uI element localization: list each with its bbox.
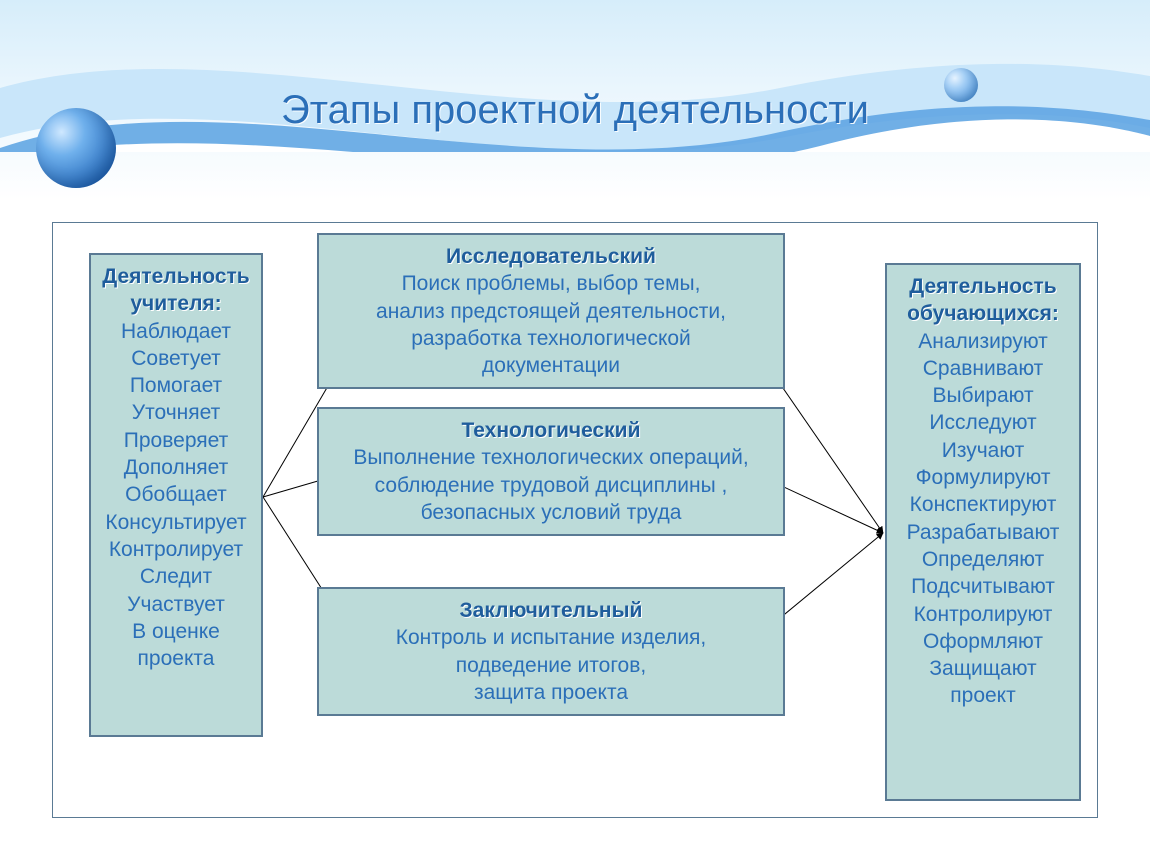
page-title: Этапы проектной деятельности (0, 88, 1150, 133)
box-left-body: Наблюдает Советует Помогает Уточняет Про… (97, 318, 255, 673)
diagram-frame: Деятельность учителя:Наблюдает Советует … (52, 222, 1098, 818)
box-mid3-body: Контроль и испытание изделия, подведение… (325, 624, 777, 706)
box-right-body: Анализируют Сравнивают Выбирают Исследую… (893, 328, 1073, 710)
box-mid1-body: Поиск проблемы, выбор темы, анализ предс… (325, 270, 777, 379)
box-mid3-header: Заключительный (325, 597, 777, 624)
box-mid1: ИсследовательскийПоиск проблемы, выбор т… (317, 233, 785, 389)
box-left-header: Деятельность учителя: (97, 263, 255, 318)
box-mid2-body: Выполнение технологических операций, соб… (325, 444, 777, 526)
box-mid2: ТехнологическийВыполнение технологически… (317, 407, 785, 536)
box-right: Деятельность обучающихся:Анализируют Сра… (885, 263, 1081, 801)
box-mid2-header: Технологический (325, 417, 777, 444)
box-left: Деятельность учителя:Наблюдает Советует … (89, 253, 263, 737)
box-mid1-header: Исследовательский (325, 243, 777, 270)
box-mid3: ЗаключительныйКонтроль и испытание издел… (317, 587, 785, 716)
box-right-header: Деятельность обучающихся: (893, 273, 1073, 328)
